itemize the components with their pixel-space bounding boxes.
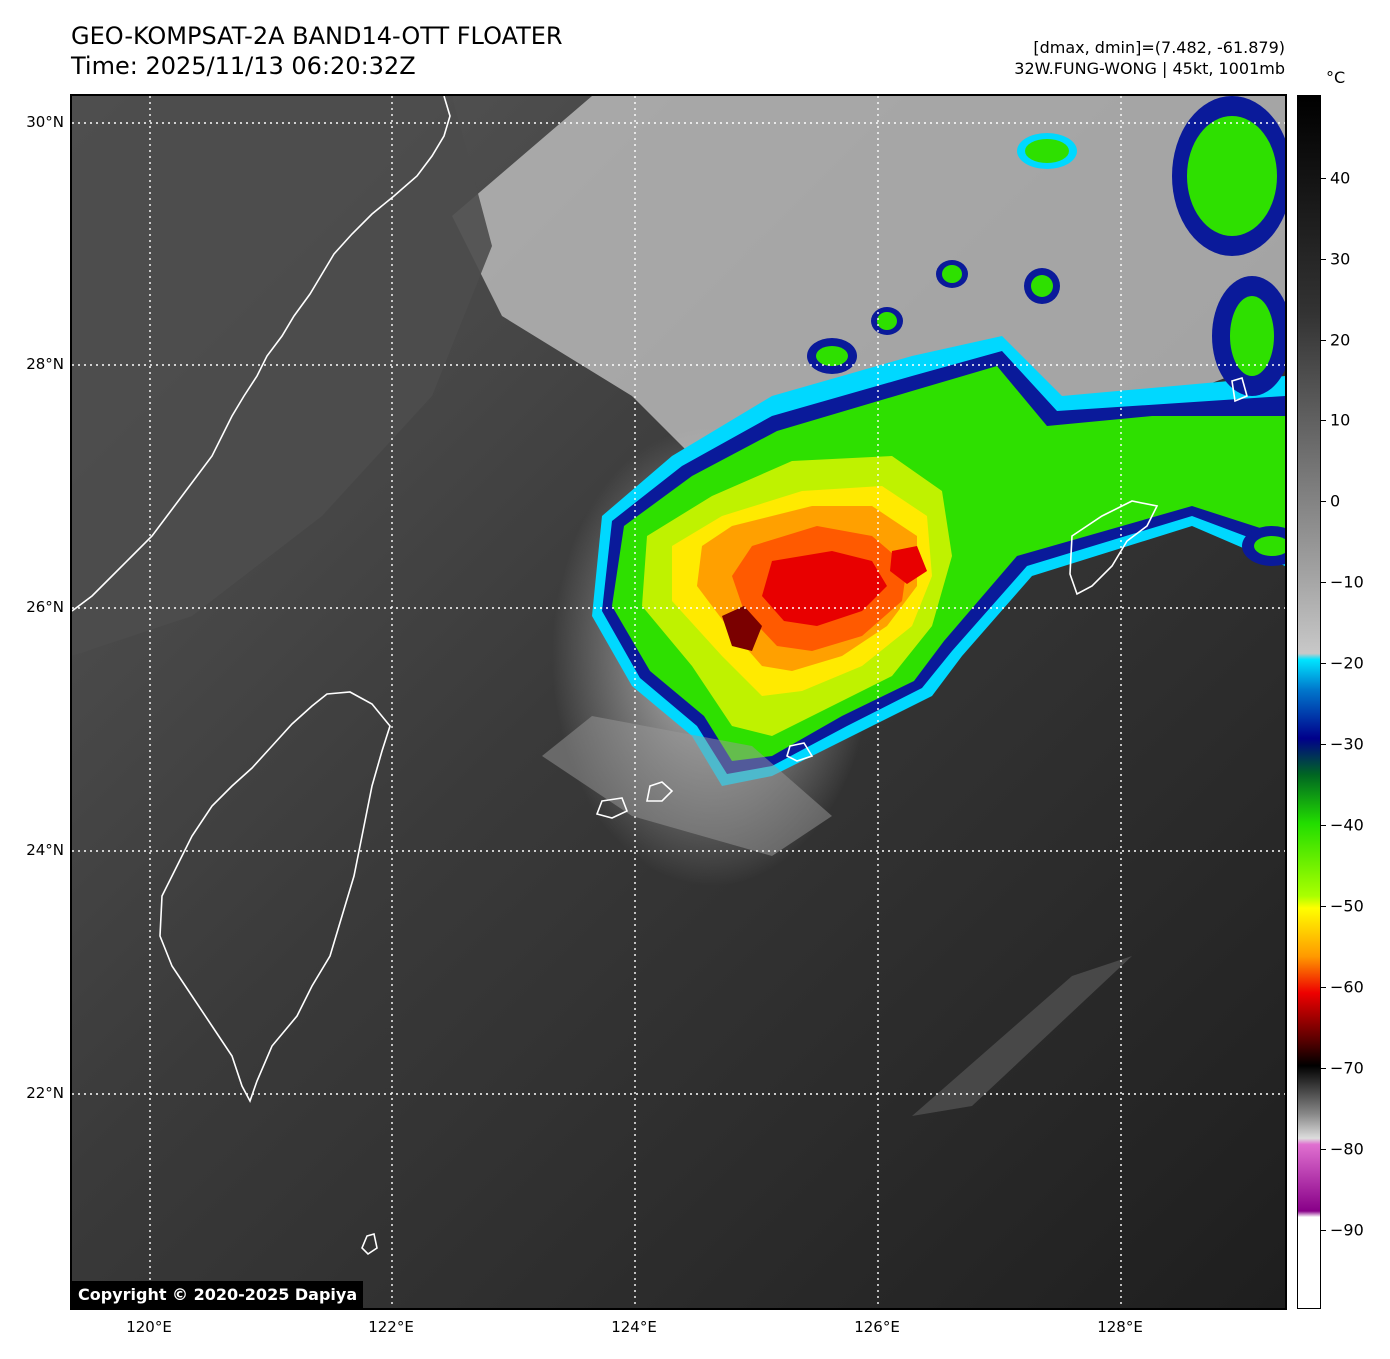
colorbar-tick: [1321, 1149, 1326, 1150]
colorbar-label: −70: [1330, 1058, 1364, 1078]
colorbar-tick: [1321, 663, 1326, 664]
lat-label-24n: 24°N: [26, 841, 64, 859]
lat-label-30n: 30°N: [26, 113, 64, 131]
lon-label-124e: 124°E: [611, 1318, 657, 1336]
colorbar-tick: [1321, 259, 1326, 260]
cirrus-band-south: [542, 716, 832, 856]
colorbar-label: −10: [1330, 572, 1364, 592]
lon-label-128e: 128°E: [1097, 1318, 1143, 1336]
gridlines: [72, 96, 1285, 1308]
colorbar-label: 0: [1330, 491, 1341, 511]
colorbar-tick: [1321, 906, 1326, 907]
colorbar-label: 30: [1330, 249, 1351, 269]
map-title: GEO-KOMPSAT-2A BAND14-OTT FLOATER: [71, 22, 563, 50]
lon-label-126e: 126°E: [854, 1318, 900, 1336]
cloud-sheet-north: [452, 96, 1285, 456]
ryukyu-okinawa: [1069, 500, 1159, 596]
cirrus-streak: [912, 956, 1132, 1116]
island-ishigaki: [646, 781, 674, 802]
taiwan-coast: [159, 691, 391, 1103]
storm-info: 32W.FUNG-WONG | 45kt, 1001mb: [1014, 59, 1285, 78]
china-coast: [72, 96, 451, 612]
colorbar-label: −20: [1330, 653, 1364, 673]
colorbar-tick: [1321, 825, 1326, 826]
lat-label-26n: 26°N: [26, 598, 64, 616]
colorbar-tick: [1321, 582, 1326, 583]
colorbar-label: −90: [1330, 1220, 1364, 1240]
colorbar-tick: [1321, 1068, 1326, 1069]
island-miyako: [595, 797, 629, 819]
cloud-sheet-west: [72, 96, 492, 656]
map-time: Time: 2025/11/13 06:20:32Z: [71, 52, 416, 80]
colorbar-unit: °C: [1326, 68, 1346, 87]
coastlines: [72, 96, 1248, 1256]
lat-label-28n: 28°N: [26, 355, 64, 373]
colorbar-label: 20: [1330, 330, 1351, 350]
colorbar-label: 10: [1330, 410, 1351, 430]
colorbar-label: −40: [1330, 815, 1364, 835]
colorbar-tick: [1321, 420, 1326, 421]
lon-label-122e: 122°E: [368, 1318, 414, 1336]
temperature-colorbar: [1297, 95, 1321, 1309]
colorbar-tick: [1321, 987, 1326, 988]
colorbar-label: 40: [1330, 168, 1351, 188]
copyright-notice: Copyright © 2020-2025 Dapiya: [72, 1281, 364, 1308]
colorbar-tick: [1321, 744, 1326, 745]
colorbar-label: −80: [1330, 1139, 1364, 1159]
storm-convection: [592, 336, 1285, 786]
colorbar-tick: [1321, 1230, 1326, 1231]
lon-label-120e: 120°E: [126, 1318, 172, 1336]
convective-cells-north: [807, 96, 1285, 566]
colorbar-tick: [1321, 340, 1326, 341]
island-south: [786, 742, 814, 762]
satellite-map: [70, 94, 1287, 1310]
lat-label-22n: 22°N: [26, 1084, 64, 1102]
colorbar-tick: [1321, 178, 1326, 179]
satellite-imagery: [72, 96, 1285, 1308]
data-range: [dmax, dmin]=(7.482, -61.879): [1033, 38, 1285, 57]
colorbar-label: −60: [1330, 977, 1364, 997]
colorbar-tick: [1321, 501, 1326, 502]
colorbar-label: −30: [1330, 734, 1364, 754]
colorbar-label: −50: [1330, 896, 1364, 916]
island-east: [1231, 376, 1248, 403]
island-sw: [361, 1232, 378, 1256]
